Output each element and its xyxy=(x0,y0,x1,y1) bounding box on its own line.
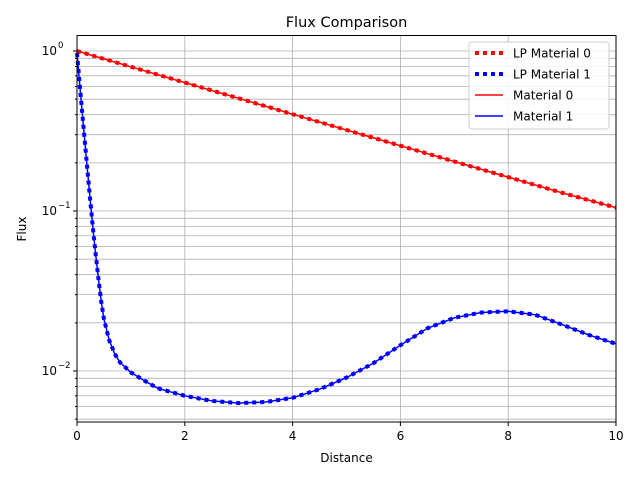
legend-label-3: Material 1 xyxy=(513,110,573,124)
legend-box xyxy=(468,41,610,130)
legend-label-1: LP Material 1 xyxy=(513,68,591,82)
chart-title: Flux Comparison xyxy=(286,15,408,31)
plot-frame xyxy=(76,35,617,423)
y-tick-exponent-0: −2 xyxy=(58,361,71,371)
legend: LP Material 0 LP Material 1 Material 0 Mate… xyxy=(468,41,610,130)
x-tick-label-3: 6 xyxy=(397,429,405,443)
y-tick-label-0: 10 xyxy=(42,364,57,378)
y-tick-exponent-2: 0 xyxy=(58,41,63,51)
y-axis-label: Flux xyxy=(15,217,29,242)
series-layer xyxy=(75,49,617,406)
y-tick-exponent-1: −1 xyxy=(58,201,71,211)
x-tick-label-4: 8 xyxy=(504,429,512,443)
x-tick-label-0: 0 xyxy=(73,429,81,443)
legend-label-2: Material 0 xyxy=(513,89,573,103)
x-axis-ticks: 0 2 4 6 8 10 xyxy=(73,422,624,443)
y-tick-label-2: 10 xyxy=(42,44,57,58)
x-axis-label: Distance xyxy=(320,451,372,465)
y-tick-label-1: 10 xyxy=(42,204,57,218)
x-tick-label-2: 4 xyxy=(289,429,297,443)
x-tick-label-1: 2 xyxy=(181,429,189,443)
series-line-lp-material-0 xyxy=(76,49,617,210)
x-tick-label-5: 10 xyxy=(608,429,623,443)
legend-label-0: LP Material 0 xyxy=(513,47,591,61)
series-line-lp-material-1 xyxy=(75,52,617,406)
